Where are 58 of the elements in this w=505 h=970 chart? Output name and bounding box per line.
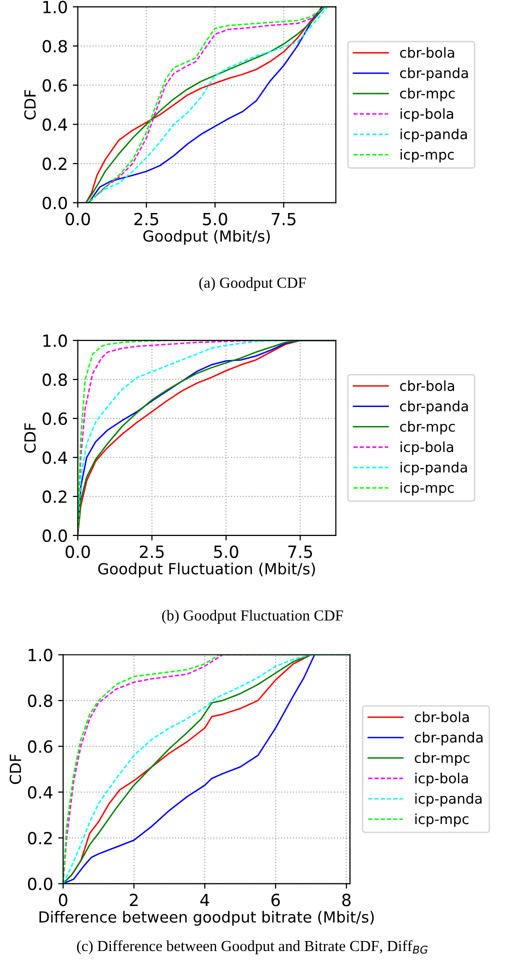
legend-label: cbr-panda [400, 67, 468, 81]
y-axis-title: CDF [10, 754, 22, 784]
x-tick-label: 5.0 [214, 545, 238, 558]
x-axis-title: Goodput (Mbit/s) [143, 230, 270, 245]
y-tick-label: 1.0 [43, 334, 67, 348]
x-axis-title: Difference between goodput bitrate (Mbit/s) [40, 910, 374, 926]
legend-label: cbr-bola [414, 712, 469, 722]
legend-label: cbr-bola [400, 380, 454, 392]
x-tick-label: 6 [271, 894, 280, 906]
y-tick-label: 0.8 [42, 373, 67, 386]
y-tick-label: 0.2 [42, 490, 66, 504]
x-tick-label: 2 [130, 894, 138, 906]
text: (a) Goodput CDF [199, 277, 306, 291]
y-tick-label: 0.0 [42, 196, 67, 210]
x-tick-label: 2.5 [134, 212, 158, 226]
legend-label: cbr-mpc [400, 88, 455, 102]
y-tick-label: 0.2 [42, 158, 66, 170]
legend-label: cbr-panda [414, 732, 483, 746]
y-tick-label: 0.0 [28, 878, 52, 890]
legend-label: icp-bola [400, 108, 454, 122]
y-axis-title: CDF [24, 423, 36, 453]
y-tick-label: 0.4 [28, 786, 52, 799]
y-tick-label: 0.8 [28, 694, 52, 708]
y-tick-label: 0.4 [42, 118, 68, 131]
x-tick-label: 7.5 [288, 546, 312, 558]
x-tick-label: 5.0 [203, 212, 228, 226]
y-tick-label: 0.0 [42, 529, 67, 542]
y-tick-label: 0.6 [42, 79, 67, 92]
legend-label: icp-mpc [400, 482, 454, 496]
x-tick-label: 2.5 [140, 545, 164, 558]
y-axis-title: CDF [24, 90, 36, 120]
legend-label: icp-panda [400, 128, 467, 142]
legend-label: cbr-bola [400, 47, 454, 58]
y-tick-label: 1.0 [43, 0, 67, 14]
legend-label: icp-bola [400, 441, 454, 455]
x-tick-label: 0 [58, 894, 68, 906]
y-tick-label: 0.6 [42, 412, 67, 426]
y-tick-label: 1.0 [28, 648, 52, 662]
x-axis-title: Goodput Fluctuation (Mbit/s) [98, 562, 315, 578]
legend-label: cbr-panda [400, 400, 468, 414]
y-tick-label: 0.6 [28, 740, 52, 753]
x-tick-label: 0.0 [66, 545, 90, 558]
legend-label: icp-panda [400, 462, 467, 476]
y-tick-label: 0.4 [42, 451, 68, 464]
legend-label: cbr-mpc [414, 752, 470, 766]
legend-label: icp-mpc [400, 149, 454, 162]
text: (c) Difference between Goodput and Bitrate CDF, Diff$_{BG}$ [77, 940, 428, 954]
legend-label: icp-bola [415, 772, 468, 786]
x-tick-label: 7.5 [272, 212, 296, 226]
legend-label: icp-mpc [415, 813, 468, 827]
x-tick-label: 0.0 [66, 212, 90, 226]
legend-label: icp-panda [415, 793, 482, 807]
y-tick-label: 0.2 [28, 832, 52, 844]
legend-label: cbr-mpc [400, 421, 455, 434]
x-tick-label: 4 [200, 894, 210, 906]
text: (b) Goodput Fluctuation CDF [162, 610, 343, 624]
y-tick-label: 0.8 [42, 40, 67, 53]
x-tick-label: 8 [342, 894, 351, 906]
